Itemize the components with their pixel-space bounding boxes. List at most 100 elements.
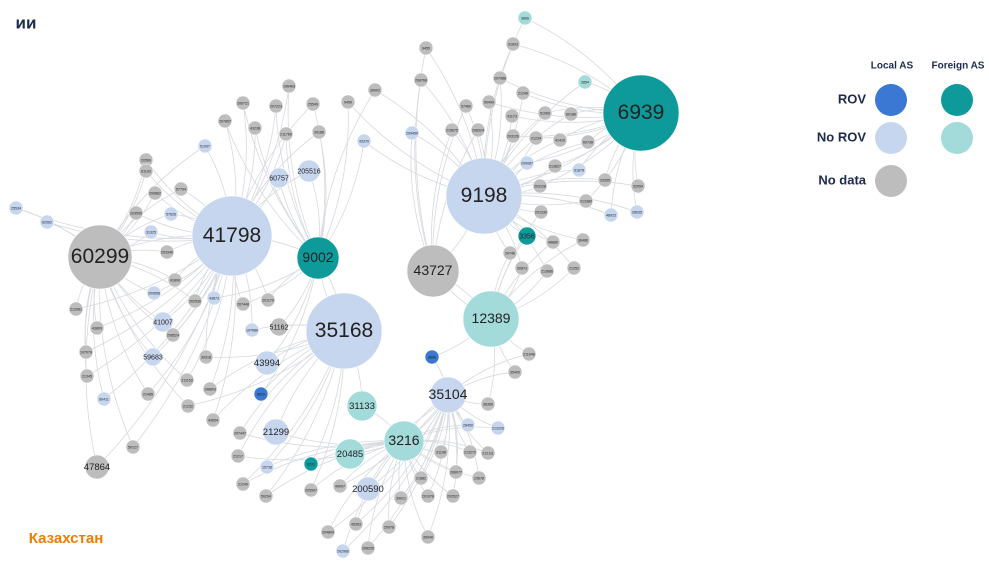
as-node (393, 490, 409, 506)
as-node (355, 476, 381, 502)
as-node (167, 272, 183, 288)
as-label: 35400 (510, 370, 520, 374)
as-node (147, 185, 163, 201)
as-node (462, 290, 520, 348)
as-node (125, 439, 141, 455)
as-node (630, 178, 646, 194)
as-label: 200658 (148, 291, 160, 295)
as-node (552, 132, 568, 148)
as-node (138, 163, 154, 179)
as-label: 203340 (161, 250, 173, 254)
as-label: 9455 (422, 46, 430, 50)
as-label: 49363 (351, 522, 361, 526)
as-label: 25534 (11, 206, 21, 210)
as-label: 31133 (349, 401, 375, 412)
as-node (89, 320, 105, 336)
as-label: 213380 (580, 199, 592, 203)
as-node (528, 130, 544, 146)
legend: Local AS Foreign AS ROV No ROV No data (817, 61, 985, 197)
as-node (260, 292, 276, 308)
legend-swatch (941, 84, 973, 116)
as-node (480, 445, 496, 461)
as-label: 202530 (189, 299, 201, 303)
as-label: 202966 (337, 549, 349, 553)
as-node (232, 425, 248, 441)
as-label: 208768 (415, 78, 427, 82)
as-label: 207448 (237, 302, 249, 306)
as-label: 41007 (153, 319, 173, 326)
as-label: 43727 (414, 262, 453, 278)
as-node (514, 260, 530, 276)
as-node (159, 244, 175, 260)
as-node (278, 126, 294, 142)
as-label: 41800 (170, 278, 180, 282)
as-node (545, 234, 561, 250)
as-node (348, 516, 364, 532)
as-node (462, 444, 478, 460)
as-label: 60411 (99, 397, 109, 401)
as-label: 20746 (505, 251, 515, 255)
as-label: 206721 (237, 101, 249, 105)
as-label: 21240 (238, 482, 248, 486)
as-label: 211760 (280, 132, 292, 136)
as-label: 205516 (297, 168, 320, 175)
as-node (580, 134, 596, 150)
as-label: 35040 (423, 535, 433, 539)
as-label: 211948 (523, 352, 535, 356)
as-node (206, 290, 222, 306)
as-node (448, 464, 464, 480)
as-node (297, 159, 321, 183)
as-node (480, 396, 496, 412)
as-label: 51069 (540, 111, 550, 115)
as-node (197, 138, 213, 154)
as-node (258, 488, 274, 504)
as-node (578, 193, 594, 209)
as-node (39, 214, 55, 230)
as-label: 39186 (314, 130, 324, 134)
as-label: 28035 (632, 210, 642, 214)
as-label: 207447 (234, 431, 246, 435)
as-node (490, 420, 506, 436)
as-node (187, 293, 203, 309)
legend-swatch (875, 165, 907, 197)
as-label: 201330 (535, 210, 547, 214)
as-node (143, 224, 159, 240)
as-node (259, 459, 275, 475)
as-label: 49007 (335, 484, 345, 488)
edge (342, 394, 449, 552)
as-label: 8201 (307, 462, 315, 466)
as-node (78, 344, 94, 360)
as-label: 21246 (518, 91, 528, 95)
as-node (235, 95, 251, 111)
legend-row: No data (818, 172, 866, 187)
as-label: 200590 (352, 484, 384, 495)
as-node (205, 412, 221, 428)
as-node (533, 204, 549, 220)
legend-swatch (875, 122, 907, 154)
as-node (537, 105, 553, 121)
as-label: 57794 (176, 187, 186, 191)
as-label: 60186 (566, 112, 576, 116)
edge (327, 394, 449, 533)
legend-column: Local AS (871, 61, 914, 72)
as-node (420, 488, 436, 504)
as-node (629, 204, 645, 220)
as-label: 201179 (262, 298, 274, 302)
as-label: 43994 (254, 358, 280, 369)
as-label: 39021 (396, 496, 406, 500)
as-node (521, 346, 537, 362)
as-node (8, 200, 24, 216)
as-label: 207223 (270, 104, 282, 108)
as-label: 48880 (548, 240, 558, 244)
as-node (367, 82, 383, 98)
as-label: 51878 (574, 168, 584, 172)
as-label: 36366 (483, 402, 493, 406)
as-label: 31325 (146, 230, 156, 234)
as-label: 9002 (302, 249, 333, 265)
as-node (507, 364, 523, 380)
as-node (202, 381, 218, 397)
legend-swatch (941, 122, 973, 154)
as-label: 62062 (42, 220, 52, 224)
as-node (356, 133, 372, 149)
as-node (429, 376, 467, 414)
